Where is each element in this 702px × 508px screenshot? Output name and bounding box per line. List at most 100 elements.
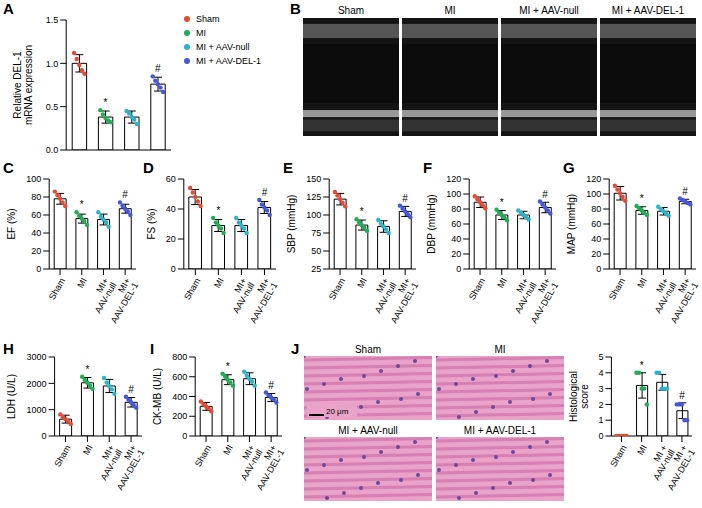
svg-text:3000: 3000 [27, 352, 47, 362]
svg-text:4: 4 [598, 368, 603, 378]
svg-text:*: * [104, 97, 108, 108]
svg-text:Sham: Sham [47, 276, 67, 301]
svg-text:100: 100 [586, 189, 601, 199]
svg-text:MI+AAV-null: MI+AAV-null [365, 276, 398, 315]
svg-text:#: # [682, 186, 688, 197]
svg-text:MI+AAV-null: MI+AAV-null [645, 276, 678, 315]
svg-text:40: 40 [591, 234, 601, 244]
svg-text:40: 40 [451, 234, 461, 244]
svg-text:#: # [268, 380, 274, 391]
svg-text:0: 0 [596, 264, 601, 274]
svg-text:600: 600 [172, 372, 187, 382]
svg-text:MI+AAV-DEL-1: MI+AAV-DEL-1 [101, 276, 140, 325]
svg-text:SBP (mmHg): SBP (mmHg) [286, 195, 297, 254]
svg-text:20: 20 [451, 249, 461, 259]
svg-text:*: * [226, 361, 230, 372]
svg-text:100: 100 [306, 210, 321, 220]
svg-text:MAP (mmHg): MAP (mmHg) [566, 194, 577, 254]
svg-text:60: 60 [31, 210, 41, 220]
svg-text:0.0: 0.0 [46, 145, 59, 155]
svg-text:60: 60 [166, 174, 176, 184]
svg-text:EF (%): EF (%) [6, 208, 17, 239]
svg-text:80: 80 [591, 204, 601, 214]
svg-text:score: score [579, 384, 590, 409]
svg-text:MI+AAV-DEL-1: MI+AAV-DEL-1 [247, 443, 286, 492]
svg-text:2: 2 [598, 400, 603, 410]
svg-text:MI+AAV-DEL-1: MI+AAV-DEL-1 [107, 443, 146, 492]
svg-text:20: 20 [591, 249, 601, 259]
svg-text:75: 75 [311, 228, 321, 238]
svg-text:0: 0 [182, 431, 187, 441]
svg-text:1000: 1000 [27, 405, 47, 415]
svg-text:Sham: Sham [193, 443, 213, 468]
svg-text:Sham: Sham [467, 276, 487, 301]
svg-text:0: 0 [36, 264, 41, 274]
svg-text:Sham: Sham [327, 276, 347, 301]
svg-text:Relative DEL-1: Relative DEL-1 [12, 51, 23, 119]
svg-text:LDH (U/L): LDH (U/L) [6, 374, 17, 419]
svg-text:80: 80 [451, 204, 461, 214]
svg-text:0: 0 [42, 431, 47, 441]
svg-text:MI+AAV-DEL-1: MI+AAV-DEL-1 [661, 276, 700, 325]
svg-text:1: 1 [598, 415, 603, 425]
svg-text:5: 5 [598, 352, 603, 362]
svg-text:*: * [80, 199, 84, 210]
svg-text:60: 60 [591, 219, 601, 229]
svg-text:#: # [122, 189, 128, 200]
svg-text:125: 125 [306, 192, 321, 202]
svg-text:FS (%): FS (%) [146, 208, 157, 239]
svg-text:MI: MI [212, 276, 226, 290]
svg-text:*: * [216, 205, 220, 216]
svg-text:100: 100 [26, 174, 41, 184]
svg-text:800: 800 [172, 352, 187, 362]
svg-text:*: * [640, 193, 644, 204]
svg-text:MI: MI [221, 443, 235, 457]
svg-text:1.0: 1.0 [46, 59, 59, 69]
svg-text:Histological: Histological [568, 371, 579, 422]
svg-text:1.5: 1.5 [46, 15, 59, 25]
svg-text:20 μm: 20 μm [326, 407, 349, 416]
svg-text:*: * [640, 360, 644, 371]
svg-text:MI +AAV-DEL-1: MI +AAV-DEL-1 [658, 443, 697, 492]
svg-text:MI+AAV-null: MI+AAV-null [91, 443, 124, 482]
svg-text:2000: 2000 [27, 379, 47, 389]
svg-text:60: 60 [451, 219, 461, 229]
svg-text:120: 120 [446, 174, 461, 184]
svg-text:#: # [542, 189, 548, 200]
svg-text:3: 3 [598, 384, 603, 394]
svg-text:Sham: Sham [607, 276, 627, 301]
svg-text:50: 50 [311, 246, 321, 256]
svg-text:0.5: 0.5 [46, 102, 59, 112]
svg-text:#: # [128, 384, 134, 395]
svg-text:#: # [679, 390, 685, 401]
svg-text:400: 400 [172, 392, 187, 402]
svg-text:20: 20 [31, 246, 41, 256]
svg-text:MI: MI [495, 276, 509, 290]
svg-text:#: # [402, 193, 408, 204]
svg-text:0: 0 [456, 264, 461, 274]
svg-text:MI+AAV-null: MI+AAV-null [223, 276, 256, 315]
svg-text:Sham: Sham [608, 443, 628, 468]
svg-text:40: 40 [166, 204, 176, 214]
svg-text:200: 200 [172, 411, 187, 421]
svg-text:CK-MB (U/L): CK-MB (U/L) [152, 368, 163, 425]
svg-text:150: 150 [306, 174, 321, 184]
svg-text:DBP (mmHg): DBP (mmHg) [426, 194, 437, 253]
svg-text:MI+AAV-null: MI+AAV-null [85, 276, 118, 315]
svg-text:0: 0 [171, 264, 176, 274]
svg-text:*: * [85, 364, 89, 375]
svg-text:MI+AAV-null: MI+AAV-null [505, 276, 538, 315]
svg-text:MI+AAV-DEL-1: MI+AAV-DEL-1 [240, 276, 279, 325]
svg-text:*: * [360, 206, 364, 217]
svg-text:#: # [155, 63, 161, 74]
svg-text:MI+AAV-null: MI+AAV-null [231, 443, 264, 482]
svg-text:0: 0 [598, 431, 603, 441]
svg-text:MI: MI [81, 443, 95, 457]
svg-text:MI: MI [75, 276, 89, 290]
svg-text:100: 100 [446, 189, 461, 199]
svg-text:MI+AAV-DEL-1: MI+AAV-DEL-1 [381, 276, 420, 325]
svg-text:Sham: Sham [52, 443, 72, 468]
svg-text:25: 25 [311, 264, 321, 274]
svg-text:40: 40 [31, 228, 41, 238]
svg-text:MI: MI [635, 443, 649, 457]
